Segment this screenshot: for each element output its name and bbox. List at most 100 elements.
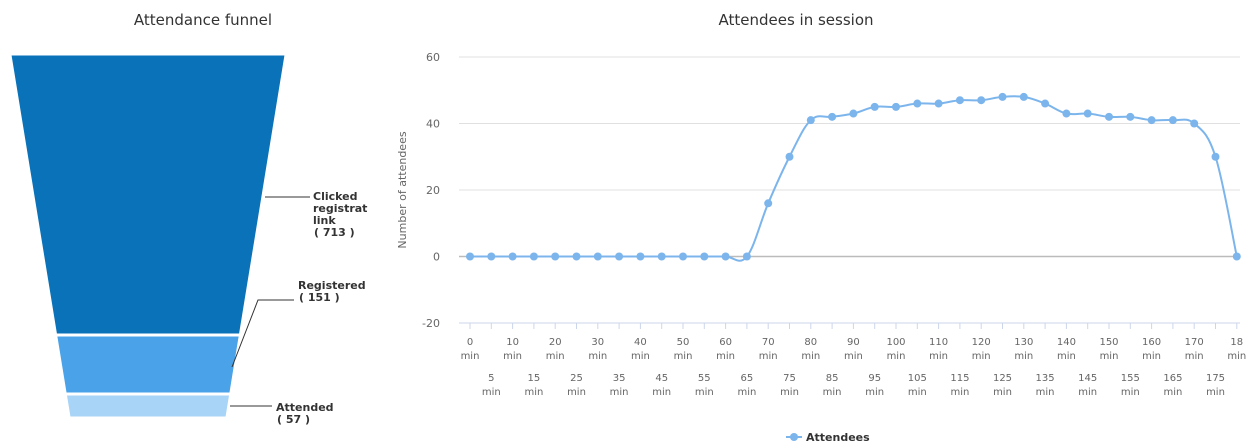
x-tick-label: 50 — [677, 337, 690, 348]
x-tick-label: 120 — [972, 337, 991, 348]
data-point[interactable] — [657, 252, 666, 261]
x-tick-label: 140 — [1057, 337, 1076, 348]
data-point[interactable] — [529, 252, 538, 261]
data-point[interactable] — [998, 92, 1007, 101]
x-tick-label: 150 — [1099, 337, 1118, 348]
legend[interactable]: Attendees — [786, 431, 870, 444]
data-point[interactable] — [892, 102, 900, 111]
data-point[interactable] — [1211, 152, 1220, 161]
data-point[interactable] — [1232, 252, 1241, 261]
y-axis-title: Number of attendees — [396, 131, 409, 248]
x-tick-label: 160 — [1142, 337, 1161, 348]
data-point[interactable] — [1147, 116, 1156, 125]
x-tick-unit: min — [865, 387, 884, 398]
x-tick-unit: min — [929, 351, 948, 362]
data-point[interactable] — [551, 252, 560, 261]
funnel-segment-1[interactable] — [56, 335, 240, 394]
x-tick-unit: min — [524, 387, 543, 398]
x-tick-unit: min — [737, 387, 756, 398]
data-point[interactable] — [1105, 112, 1113, 121]
x-tick-unit: min — [759, 351, 778, 362]
data-point[interactable] — [742, 252, 751, 261]
x-tick-unit: min — [972, 351, 991, 362]
data-point[interactable] — [615, 252, 624, 261]
x-tick-unit: min — [674, 351, 693, 362]
data-point[interactable] — [679, 252, 687, 261]
data-point[interactable] — [1062, 109, 1071, 118]
x-tick-label: 125 — [993, 373, 1012, 384]
data-point[interactable] — [636, 252, 645, 261]
funnel-segment-0[interactable] — [10, 54, 286, 335]
x-tick-label: 130 — [1014, 337, 1033, 348]
data-point[interactable] — [934, 99, 943, 108]
x-tick-unit: min — [1014, 351, 1033, 362]
data-point[interactable] — [849, 109, 858, 118]
x-tick-unit: min — [610, 387, 629, 398]
data-point[interactable] — [572, 252, 581, 261]
legend-label: Attendees — [806, 431, 870, 444]
data-point[interactable] — [593, 252, 602, 261]
y-tick-label: 40 — [426, 118, 440, 131]
data-point[interactable] — [466, 252, 474, 261]
data-point[interactable] — [1126, 112, 1135, 121]
x-tick-label: 5 — [488, 373, 494, 384]
data-point[interactable] — [1168, 116, 1177, 125]
data-point[interactable] — [1041, 99, 1050, 108]
x-tick-unit: min — [1142, 351, 1161, 362]
x-tick-unit: min — [950, 387, 969, 398]
x-tick-label: 95 — [868, 373, 881, 384]
data-point[interactable] — [828, 112, 837, 121]
line-chart-title: Attendees in session — [718, 11, 873, 29]
x-tick-unit: min — [631, 351, 650, 362]
funnel-segment-2[interactable] — [65, 394, 231, 418]
x-tick-label: 18 — [1230, 337, 1243, 348]
x-tick-unit: min — [503, 351, 522, 362]
x-tick-label: 10 — [506, 337, 519, 348]
x-tick-label: 15 — [528, 373, 541, 384]
data-point[interactable] — [487, 252, 496, 261]
data-point[interactable] — [1083, 109, 1092, 118]
data-point[interactable] — [955, 96, 964, 105]
y-tick-label: 0 — [433, 251, 440, 264]
x-tick-label: 20 — [549, 337, 562, 348]
data-point[interactable] — [913, 99, 922, 108]
funnel-value-label: ( 57 ) — [277, 413, 310, 426]
x-tick-label: 85 — [826, 373, 839, 384]
data-point[interactable] — [977, 96, 986, 105]
data-point[interactable] — [721, 252, 730, 261]
funnel-stage-label: link — [313, 214, 336, 227]
x-tick-label: 75 — [783, 373, 796, 384]
x-tick-unit: min — [588, 351, 607, 362]
funnel-stage-label: Registered — [298, 279, 366, 292]
x-tick-label: 40 — [634, 337, 647, 348]
x-tick-unit: min — [844, 351, 863, 362]
data-point[interactable] — [764, 199, 773, 208]
x-tick-unit: min — [887, 351, 906, 362]
data-point[interactable] — [508, 252, 517, 261]
x-tick-unit: min — [567, 387, 586, 398]
data-point[interactable] — [870, 102, 879, 111]
attendees-series-line — [470, 95, 1238, 262]
x-tick-label: 135 — [1036, 373, 1055, 384]
y-tick-label: 60 — [426, 51, 440, 64]
x-tick-unit: min — [780, 387, 799, 398]
x-tick-unit: min — [652, 387, 671, 398]
x-tick-unit: min — [1121, 387, 1140, 398]
data-point[interactable] — [1190, 119, 1199, 128]
x-tick-label: 45 — [655, 373, 668, 384]
x-tick-label: 0 — [467, 337, 473, 348]
data-point[interactable] — [806, 116, 815, 125]
x-tick-unit: min — [1057, 351, 1076, 362]
funnel-title: Attendance funnel — [134, 11, 272, 29]
data-point[interactable] — [785, 152, 794, 161]
funnel-stage-label: Clicked — [313, 190, 358, 203]
x-tick-unit: min — [461, 351, 480, 362]
x-tick-label: 60 — [719, 337, 732, 348]
data-point[interactable] — [1019, 92, 1028, 101]
x-tick-unit: min — [801, 351, 820, 362]
data-point[interactable] — [700, 252, 709, 261]
x-tick-unit: min — [1100, 351, 1119, 362]
x-tick-label: 105 — [908, 373, 927, 384]
